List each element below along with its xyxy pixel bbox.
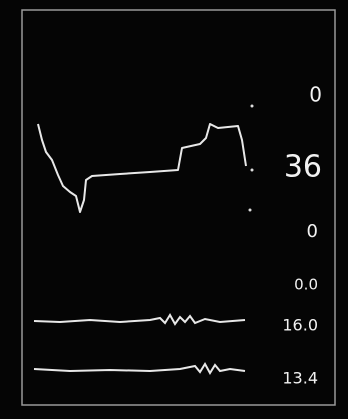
monitor-screen: 0 36 0 0.0 16.0 13.4: [0, 0, 348, 419]
readout: 16.0: [282, 316, 318, 335]
background: [0, 0, 348, 419]
scale-dot: [251, 169, 254, 172]
readout: 0.0: [294, 276, 318, 294]
scale-dot: [249, 209, 252, 212]
readout: 0: [309, 83, 322, 107]
scale-dot: [251, 105, 254, 108]
readout: 36: [284, 150, 322, 185]
readout: 0: [307, 221, 318, 242]
readout: 13.4: [282, 369, 318, 388]
